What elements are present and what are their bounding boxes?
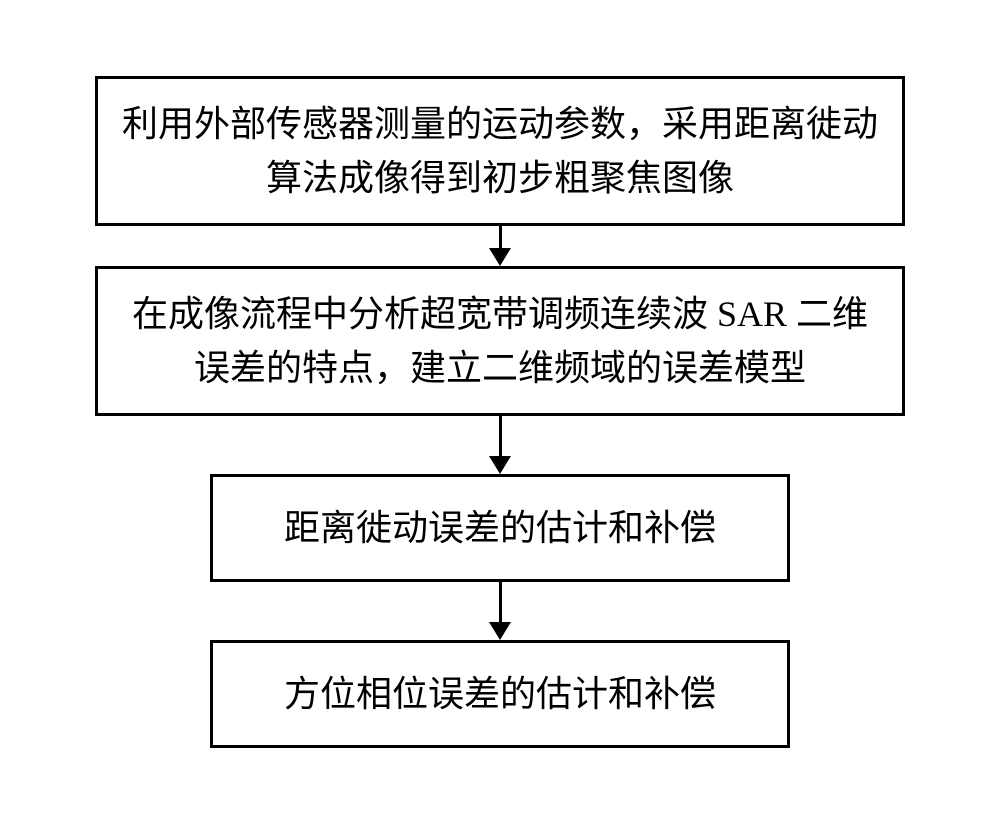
arrow-head-icon bbox=[489, 248, 511, 266]
arrow-1 bbox=[489, 226, 511, 266]
step-2-box: 在成像流程中分析超宽带调频连续波 SAR 二维误差的特点，建立二维频域的误差模型 bbox=[95, 266, 905, 416]
step-1-box: 利用外部传感器测量的运动参数，采用距离徙动算法成像得到初步粗聚焦图像 bbox=[95, 76, 905, 226]
arrow-head-icon bbox=[489, 456, 511, 474]
arrow-2 bbox=[489, 416, 511, 474]
arrow-3 bbox=[489, 582, 511, 640]
flowchart-container: 利用外部传感器测量的运动参数，采用距离徙动算法成像得到初步粗聚焦图像 在成像流程… bbox=[95, 76, 905, 748]
arrow-line bbox=[499, 416, 502, 456]
step-4-box: 方位相位误差的估计和补偿 bbox=[210, 640, 790, 748]
step-4-text: 方位相位误差的估计和补偿 bbox=[284, 667, 716, 721]
arrow-line bbox=[499, 582, 502, 622]
arrow-head-icon bbox=[489, 622, 511, 640]
step-3-box: 距离徙动误差的估计和补偿 bbox=[210, 474, 790, 582]
step-2-text: 在成像流程中分析超宽带调频连续波 SAR 二维误差的特点，建立二维频域的误差模型 bbox=[122, 287, 878, 395]
step-1-text: 利用外部传感器测量的运动参数，采用距离徙动算法成像得到初步粗聚焦图像 bbox=[122, 97, 878, 205]
step-3-text: 距离徙动误差的估计和补偿 bbox=[284, 501, 716, 555]
arrow-line bbox=[499, 226, 502, 248]
